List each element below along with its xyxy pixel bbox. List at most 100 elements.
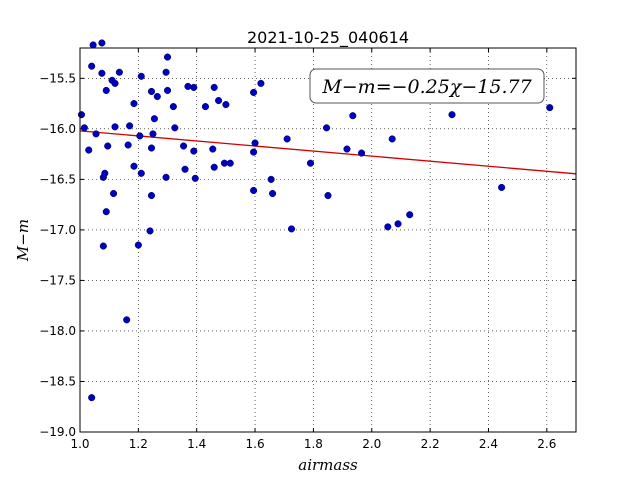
data-point: [110, 189, 118, 198]
x-axis-label: airmass: [298, 456, 358, 474]
data-point: [163, 53, 172, 61]
data-point: [267, 175, 275, 183]
y-tick-label: −18.0: [39, 324, 76, 338]
data-point: [134, 241, 142, 249]
plot-frame: [79, 47, 577, 433]
x-tick-label: 2.0: [362, 437, 381, 451]
data-point: [85, 146, 93, 154]
data-point: [99, 242, 107, 250]
data-point: [147, 191, 156, 200]
data-point: [153, 92, 161, 101]
y-axis-label: M−m: [14, 219, 32, 262]
data-point: [111, 79, 119, 87]
data-point: [190, 83, 198, 91]
data-points: [77, 39, 554, 402]
data-point: [209, 145, 217, 153]
data-point: [181, 165, 189, 173]
data-point: [287, 225, 296, 233]
data-point: [322, 124, 331, 132]
data-point: [226, 159, 234, 167]
data-point: [201, 103, 210, 111]
data-point: [251, 139, 259, 147]
data-point: [162, 68, 170, 76]
chart-title: 2021-10-25_040614: [247, 28, 409, 48]
annotation-box: [309, 68, 545, 104]
data-point: [92, 130, 100, 138]
data-point: [210, 83, 218, 91]
data-point: [358, 149, 366, 157]
fit-line: [79, 130, 577, 175]
data-point: [180, 142, 188, 150]
data-point: [130, 100, 138, 108]
data-point: [80, 124, 88, 132]
y-tick-label: −17.5: [39, 273, 76, 287]
data-point: [77, 111, 86, 119]
data-point: [124, 141, 132, 149]
y-tick-label: −17.0: [39, 223, 76, 237]
data-point: [162, 173, 170, 181]
data-point: [101, 169, 109, 177]
y-tick-label: −19.0: [39, 425, 76, 439]
data-point: [147, 87, 156, 96]
data-point: [130, 162, 138, 170]
data-point: [171, 124, 179, 132]
data-point: [126, 122, 134, 130]
data-point: [102, 86, 110, 94]
data-point: [104, 142, 112, 150]
fit-line-group: [79, 130, 577, 175]
data-point: [388, 135, 396, 143]
data-point: [137, 72, 145, 80]
y-tick-label: −18.5: [39, 374, 76, 388]
data-point: [111, 123, 119, 131]
data-point: [115, 68, 123, 76]
data-point: [210, 163, 218, 171]
x-tick-label: 1.0: [70, 437, 89, 451]
x-tick-label: 1.2: [129, 437, 148, 451]
data-point: [448, 111, 456, 119]
data-point: [146, 227, 154, 235]
data-point: [306, 159, 315, 167]
data-point: [88, 394, 96, 402]
data-point: [324, 191, 332, 200]
x-tick-label: 1.4: [187, 437, 206, 451]
data-point: [150, 115, 158, 123]
data-point: [283, 135, 291, 143]
x-tick-label: 2.4: [479, 437, 498, 451]
data-point: [98, 39, 106, 47]
data-point: [147, 144, 156, 152]
data-point: [349, 112, 357, 120]
x-tick-label: 2.6: [537, 437, 556, 451]
data-point: [190, 147, 198, 155]
data-point: [89, 41, 97, 49]
data-point: [163, 86, 172, 94]
ticks: 1.0 1.2 1.4 1.6 1.8 2.0 2.2 2.4 2.6 −15.5 −16.0 −16…: [39, 48, 576, 451]
data-point: [191, 174, 199, 182]
data-point: [394, 220, 402, 228]
data-point: [222, 101, 230, 109]
data-point: [250, 186, 258, 195]
x-tick-label: 1.8: [304, 437, 323, 451]
y-tick-label: −16.5: [39, 172, 76, 186]
data-point: [257, 79, 265, 87]
data-point: [136, 132, 144, 140]
data-point: [184, 82, 192, 90]
data-point: [169, 103, 177, 111]
x-tick-label: 2.2: [421, 437, 440, 451]
data-point: [406, 211, 414, 219]
data-point: [88, 62, 96, 70]
data-point: [137, 169, 145, 177]
fit-equation-annotation: M−m=−0.25χ−15.77: [321, 76, 532, 98]
data-point: [149, 130, 157, 138]
data-point: [384, 223, 392, 231]
data-point: [215, 96, 223, 105]
x-tick-label: 1.6: [246, 437, 265, 451]
y-tick-label: −15.5: [39, 71, 76, 85]
data-point: [498, 183, 506, 192]
data-point: [250, 88, 258, 97]
data-point: [98, 69, 106, 77]
data-point: [269, 189, 277, 198]
y-tick-label: −16.0: [39, 122, 76, 136]
data-point: [123, 316, 131, 324]
data-point: [546, 104, 554, 112]
